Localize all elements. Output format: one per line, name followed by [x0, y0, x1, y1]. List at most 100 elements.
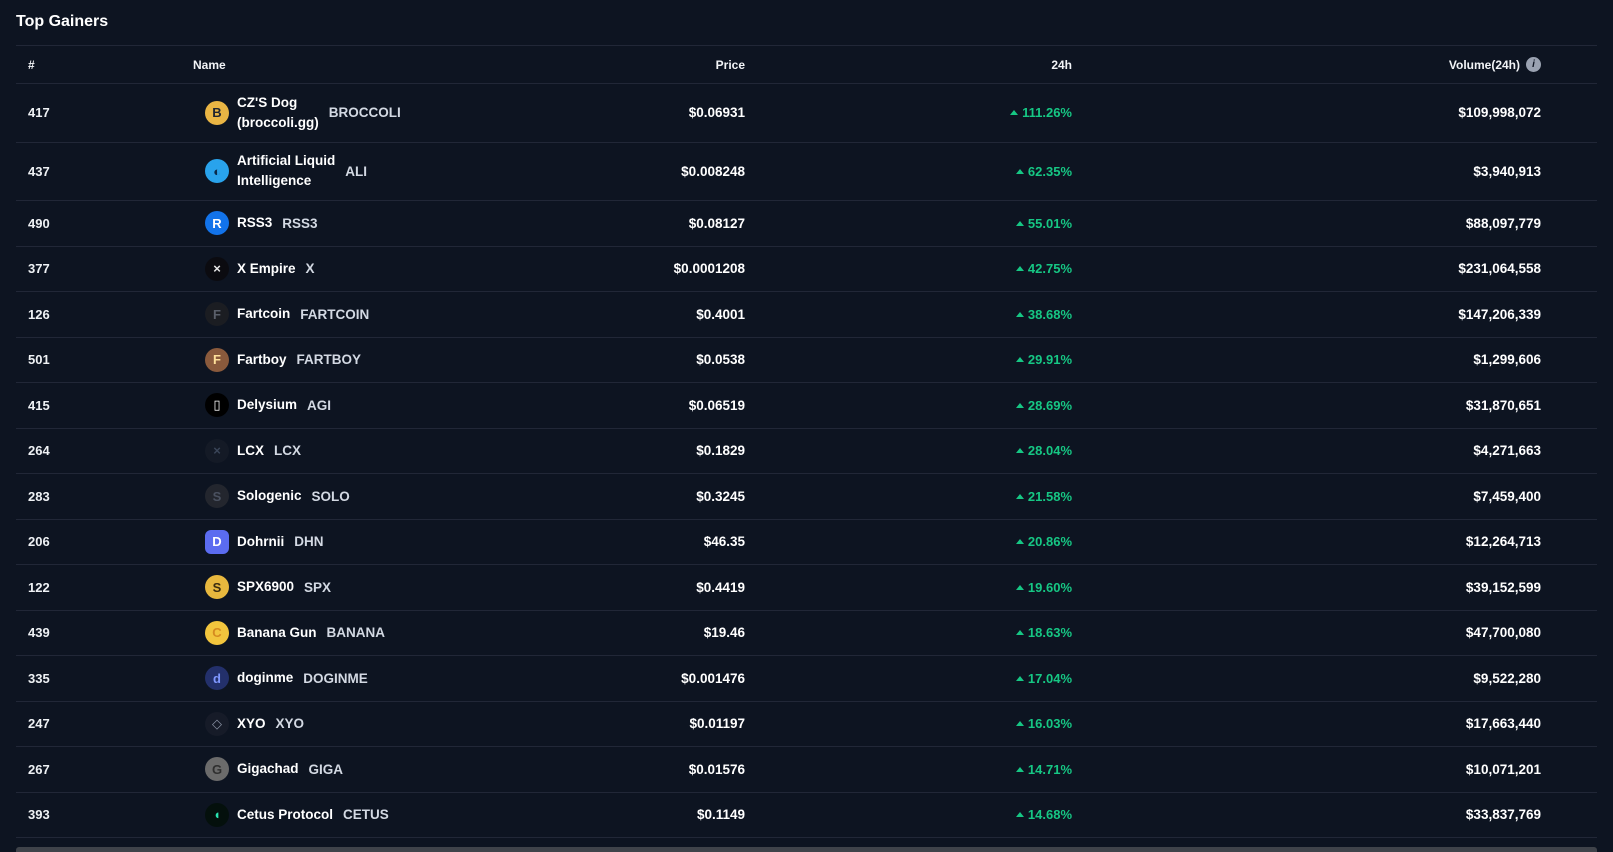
coin-name-line: Dohrnii	[237, 533, 285, 549]
table-row[interactable]: 122 S SPX6900 SPX $0.4419 19.60% $39,152…	[16, 565, 1597, 611]
caret-up-icon	[1015, 168, 1024, 174]
rank-cell: 126	[28, 306, 50, 322]
column-header-24h[interactable]: 24h	[1051, 57, 1072, 72]
volume-cell: $33,837,769	[1465, 807, 1541, 823]
table-row[interactable]: 377 × X Empire X $0.0001208 42.75% $231,…	[16, 247, 1597, 292]
coin-name-line: Banana Gun	[237, 624, 317, 640]
coin-name-line: Gigachad	[237, 761, 299, 777]
volume-cell: $47,700,080	[1465, 625, 1541, 641]
coin-name: X Empire	[237, 259, 296, 279]
change-value: 62.35%	[1027, 163, 1072, 179]
volume-cell: $10,071,201	[1465, 761, 1541, 777]
coin-symbol: AGI	[307, 397, 332, 413]
rank-cell: 393	[28, 807, 50, 823]
column-header-price[interactable]: Price	[715, 57, 745, 72]
column-header-name[interactable]: Name	[193, 57, 226, 72]
caret-up-icon	[1015, 311, 1024, 317]
table-row[interactable]: 415 ▯ Delysium AGI $0.06519 28.69% $31,8…	[16, 383, 1597, 429]
caret-up-icon	[1015, 630, 1024, 636]
coin-symbol: ALI	[345, 163, 368, 179]
table-row[interactable]: 283 S Sologenic SOLO $0.3245 21.58% $7,4…	[16, 474, 1597, 520]
next-section-edge	[16, 847, 1597, 852]
change-cell: 17.04%	[801, 671, 1128, 686]
banana-gun-coin-icon: C	[205, 620, 229, 645]
change-cell: 28.04%	[801, 443, 1128, 458]
coin-name: Artificial Liquid Intelligence	[237, 151, 335, 191]
table-row[interactable]: 267 G Gigachad GIGA $0.01576 14.71% $10,…	[16, 747, 1597, 793]
caret-up-icon	[1015, 584, 1024, 590]
name-cell: ▯ Delysium AGI	[193, 393, 591, 418]
table-row[interactable]: 247 ◇ XYO XYO $0.01197 16.03% $17,663,44…	[16, 702, 1597, 747]
lcx-coin-icon: ×	[205, 438, 229, 463]
coin-name: LCX	[237, 441, 264, 461]
rank-cell: 377	[28, 261, 50, 277]
dohrnii-coin-icon: D	[205, 529, 229, 554]
rank-cell: 415	[28, 397, 50, 413]
table-row[interactable]: 437 ◐ Artificial Liquid Intelligence ALI …	[16, 143, 1597, 201]
table-row[interactable]: 335 d doginme DOGINME $0.001476 17.04% $…	[16, 656, 1597, 702]
rank-cell: 206	[28, 534, 50, 550]
price-cell: $0.4001	[696, 306, 745, 322]
change-cell: 62.35%	[801, 164, 1128, 179]
change-value: 38.68%	[1027, 306, 1072, 322]
change-cell: 18.63%	[801, 625, 1128, 640]
coin-name: RSS3	[237, 213, 272, 233]
table-row[interactable]: 126 F Fartcoin FARTCOIN $0.4001 38.68% $…	[16, 292, 1597, 338]
coin-name-line: CZ'S Dog	[237, 94, 298, 110]
table-row[interactable]: 501 F Fartboy FARTBOY $0.0538 29.91% $1,…	[16, 338, 1597, 383]
volume-cell: $3,940,913	[1473, 163, 1541, 179]
volume-cell: $17,663,440	[1465, 716, 1541, 732]
table-row[interactable]: 490 R RSS3 RSS3 $0.08127 55.01% $88,097,…	[16, 201, 1597, 247]
table-row[interactable]: 439 C Banana Gun BANANA $19.46 18.63% $4…	[16, 611, 1597, 656]
coin-name: Sologenic	[237, 486, 302, 506]
change-value: 14.71%	[1027, 761, 1072, 777]
coin-symbol: CETUS	[343, 807, 389, 823]
name-cell: D Dohrnii DHN	[193, 529, 591, 554]
caret-up-icon	[1015, 493, 1024, 499]
info-icon[interactable]: i	[1526, 57, 1541, 72]
coin-name-line: SPX6900	[237, 579, 295, 595]
coin-name-line: X Empire	[237, 260, 296, 276]
caret-up-icon	[1015, 766, 1024, 772]
fartboy-coin-icon: F	[205, 347, 229, 372]
coin-symbol: BANANA	[326, 625, 386, 641]
change-value: 21.58%	[1027, 488, 1072, 504]
coin-symbol: DHN	[294, 534, 324, 550]
change-cell: 21.58%	[801, 489, 1128, 504]
coin-name: Dohrnii	[237, 532, 284, 552]
table-row[interactable]: 417 B CZ'S Dog (broccoli.gg) BROCCOLI $0.…	[16, 84, 1597, 143]
volume-cell: $9,522,280	[1473, 670, 1541, 686]
coin-symbol: GIGA	[308, 761, 344, 777]
column-header-rank[interactable]: #	[28, 57, 35, 72]
change-cell: 14.71%	[801, 762, 1128, 777]
volume-cell: $31,870,651	[1465, 397, 1541, 413]
caret-up-icon	[1015, 266, 1024, 272]
table-row[interactable]: 393 ◖ Cetus Protocol CETUS $0.1149 14.68…	[16, 793, 1597, 838]
coin-name: XYO	[237, 714, 266, 734]
column-header-volume[interactable]: Volume(24h) i	[1128, 57, 1597, 72]
cetus-coin-icon: ◖	[205, 802, 229, 827]
gigachad-coin-icon: G	[205, 757, 229, 782]
change-value: 18.63%	[1027, 625, 1072, 641]
rank-cell: 439	[28, 625, 50, 641]
change-cell: 42.75%	[801, 261, 1128, 276]
coin-symbol: BROCCOLI	[328, 105, 401, 121]
volume-cell: $7,459,400	[1473, 488, 1541, 504]
caret-up-icon	[1015, 402, 1024, 408]
name-cell: × X Empire X	[193, 256, 591, 281]
caret-up-icon	[1015, 721, 1024, 727]
coin-symbol: X	[305, 261, 315, 277]
coin-name: Gigachad	[237, 759, 299, 779]
volume-cell: $231,064,558	[1458, 261, 1541, 277]
coin-symbol: XYO	[275, 716, 305, 732]
rank-cell: 283	[28, 488, 50, 504]
table-row[interactable]: 264 × LCX LCX $0.1829 28.04% $4,271,663	[16, 429, 1597, 474]
table-row[interactable]: 206 D Dohrnii DHN $46.35 20.86% $12,264,…	[16, 520, 1597, 565]
rank-cell: 264	[28, 443, 50, 459]
coin-name-line: LCX	[237, 442, 264, 458]
volume-cell: $39,152,599	[1465, 579, 1541, 595]
name-cell: F Fartcoin FARTCOIN	[193, 302, 591, 327]
change-value: 20.86%	[1027, 534, 1072, 550]
caret-up-icon	[1015, 448, 1024, 454]
name-cell: d doginme DOGINME	[193, 666, 591, 691]
